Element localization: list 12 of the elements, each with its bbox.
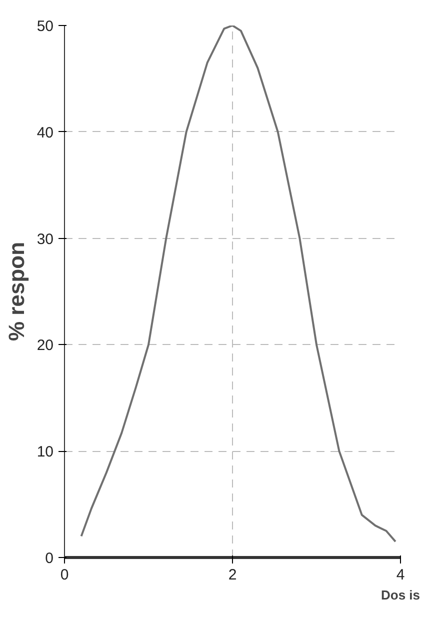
y-tick-label: 20: [36, 337, 54, 354]
y-tick-label: 0: [45, 550, 54, 567]
x-tick-label: 4: [396, 566, 405, 584]
y-tick-label: 40: [36, 124, 54, 142]
y-tick-label: 30: [36, 230, 54, 248]
x-tick-label: 0: [60, 566, 69, 584]
x-axis-title: Dos is: [380, 588, 420, 602]
x-tick-label: 2: [228, 566, 237, 584]
y-tick-label: 10: [36, 444, 54, 461]
y-axis-title: % respon: [4, 242, 29, 342]
line-series: [80, 26, 396, 543]
y-tick-label: 50: [36, 18, 54, 35]
